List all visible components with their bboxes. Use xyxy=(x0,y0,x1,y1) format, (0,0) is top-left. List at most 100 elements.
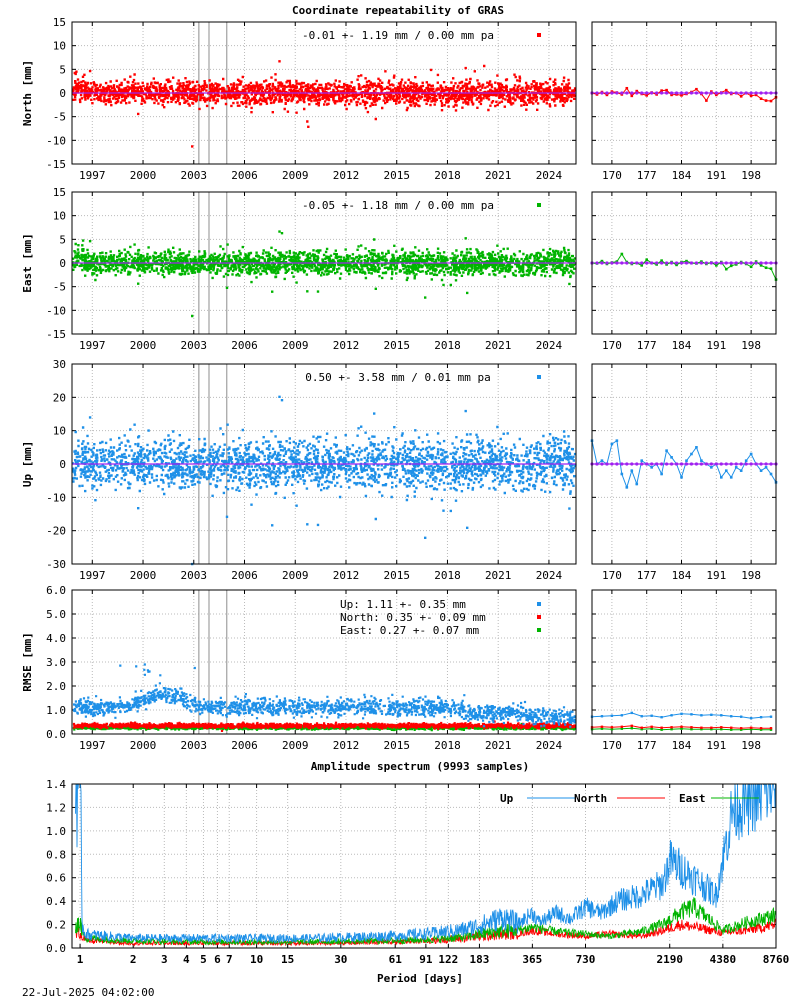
recent-point xyxy=(630,469,634,472)
recent-point xyxy=(729,476,733,479)
recent-point-east xyxy=(600,727,604,730)
recent-zero-marker xyxy=(640,462,644,466)
recent-point xyxy=(650,466,653,469)
x-tick-label: 198 xyxy=(741,739,761,752)
timestamp: 22-Jul-2025 04:02:00 xyxy=(22,986,154,999)
legend-swatch xyxy=(537,33,541,37)
recent-zero-marker xyxy=(605,462,609,466)
recent-point xyxy=(645,258,649,261)
recent-zero-marker xyxy=(694,91,699,95)
x-tick-label: 2009 xyxy=(282,739,309,752)
recent-point xyxy=(764,466,768,469)
recent-point xyxy=(625,86,629,90)
recent-zero-marker xyxy=(734,261,738,265)
recent-point xyxy=(739,95,743,98)
recent-point-up xyxy=(749,716,753,720)
recent-zero-marker xyxy=(764,261,768,265)
x-tick-label: 2 xyxy=(130,953,137,966)
recent-zero-marker xyxy=(660,462,664,466)
recent-zero-marker xyxy=(620,462,624,466)
recent-point-up xyxy=(769,715,773,718)
y-tick-label: 0.4 xyxy=(46,895,66,908)
recent-point-north xyxy=(749,726,753,729)
recent-zero-marker xyxy=(660,261,664,265)
x-tick-label: 2021 xyxy=(485,339,512,352)
north-points xyxy=(71,60,577,148)
x-tick-label: 170 xyxy=(602,169,622,182)
y-tick-label: 0 xyxy=(59,87,66,100)
plot-border xyxy=(71,21,577,165)
recent-point-north xyxy=(600,725,604,728)
recent-north: 170 177 184 191 198 xyxy=(590,21,778,182)
recent-zero-marker xyxy=(635,261,639,265)
y-tick-label: 3.0 xyxy=(46,656,66,669)
recent-zero-marker xyxy=(674,462,679,466)
recent-point-east xyxy=(650,727,653,730)
y-tick-label: 10 xyxy=(53,210,66,223)
recent-point xyxy=(739,469,743,472)
x-tick-label: 198 xyxy=(741,569,761,582)
time-series-east: 15 10 5 0 -5 -10 -15 -0.05 +- 1.18 mm / 0.00 mm… xyxy=(21,186,577,352)
x-tick-label: 5 xyxy=(200,953,207,966)
recent-point-east xyxy=(749,728,753,731)
recent-line xyxy=(591,439,777,489)
x-tick-label: 191 xyxy=(706,569,726,582)
recent-point xyxy=(630,94,634,98)
recent-zero-marker xyxy=(704,462,708,466)
recent-zero-marker xyxy=(754,261,758,265)
y-tick-label: 0 xyxy=(59,257,66,270)
recent-zero-marker xyxy=(719,91,723,95)
recent-point-east xyxy=(610,728,614,731)
recent-point-up xyxy=(730,715,733,718)
recent-zero-marker xyxy=(630,91,634,95)
y-tick-label: -20 xyxy=(46,525,66,538)
recent-rmse: 170 177 184 191 198 xyxy=(590,589,777,752)
recent-point-up xyxy=(660,716,663,719)
x-tick-label: 2021 xyxy=(485,569,512,582)
recent-point-up xyxy=(610,714,614,717)
x-tick-label: 2024 xyxy=(536,169,563,182)
x-tick-label: 2000 xyxy=(130,169,157,182)
recent-point-north xyxy=(680,725,683,728)
data-points xyxy=(71,230,577,318)
x-tick-label: 2015 xyxy=(383,739,410,752)
panel-up: 30 20 10 0 -10 -20 -30 0.50 +- 3.58 mm / 0.01 m… xyxy=(21,358,778,582)
recent-point xyxy=(759,264,763,267)
recent-zero-marker xyxy=(694,462,699,466)
time-series-rmse: 6.0 5.0 4.0 3.0 2.0 1.0 0.0 Up: 1.11 +- 0.35 mm… xyxy=(21,584,577,752)
recent-zero-marker xyxy=(600,462,604,466)
y-tick-label: 0.0 xyxy=(46,942,66,955)
recent-zero-marker xyxy=(769,462,773,466)
y-tick-label: 0 xyxy=(59,458,66,471)
x-tick-label: 191 xyxy=(706,339,726,352)
recent-point xyxy=(710,466,713,469)
spectrum-line-east xyxy=(75,897,777,946)
y-axis-label: North [mm] xyxy=(21,60,34,126)
recent-point-north xyxy=(769,727,773,730)
recent-zero-marker xyxy=(620,261,624,265)
recent-zero-marker xyxy=(724,462,728,466)
recent-point xyxy=(605,93,609,97)
recent-point xyxy=(645,94,649,97)
recent-zero-marker xyxy=(635,91,639,95)
plot-border xyxy=(71,191,577,335)
recent-point-north xyxy=(720,726,723,729)
recent-zero-marker xyxy=(764,91,768,95)
x-tick-label: 2021 xyxy=(485,739,512,752)
recent-point-east xyxy=(700,728,703,731)
recent-point xyxy=(759,469,763,472)
x-tick-label: 4380 xyxy=(710,953,737,966)
x-tick-label: 3 xyxy=(161,953,168,966)
recent-zero-marker xyxy=(595,261,599,265)
recent-point xyxy=(749,265,753,269)
recent-zero-marker xyxy=(769,91,773,95)
recent-point-north xyxy=(630,724,633,728)
recent-point-north xyxy=(690,726,693,729)
recent-zero-marker xyxy=(729,261,733,265)
recent-point xyxy=(749,94,753,98)
x-tick-label: 170 xyxy=(602,569,622,582)
recent-zero-marker xyxy=(669,261,674,265)
y-tick-label: 6.0 xyxy=(46,584,66,597)
spectrum-line-up xyxy=(75,783,776,944)
recent-zero-marker xyxy=(739,462,743,466)
